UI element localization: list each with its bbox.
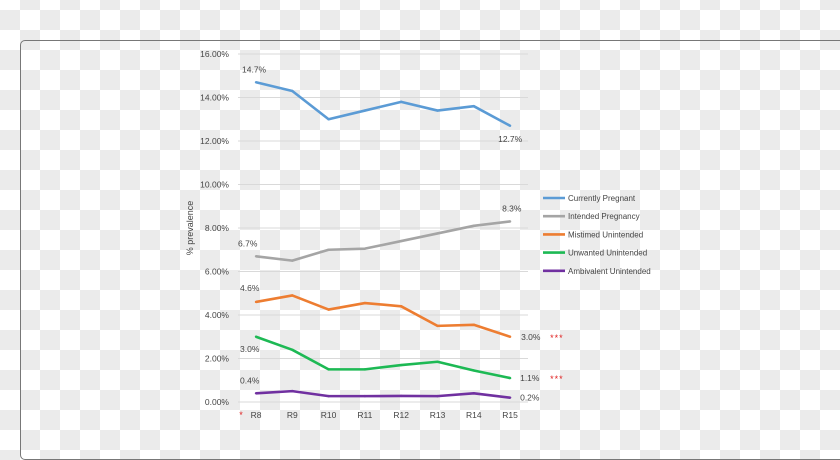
y-tick-label: 2.00% <box>205 354 230 364</box>
data-point <box>508 396 512 399</box>
series-line-4 <box>255 389 511 399</box>
data-label-first: 3.0% <box>240 344 260 354</box>
data-point <box>436 360 439 363</box>
data-point <box>472 323 475 326</box>
data-point <box>363 109 367 112</box>
data-point <box>327 248 330 251</box>
data-point <box>327 368 330 371</box>
data-point <box>400 363 403 367</box>
data-point <box>436 232 439 235</box>
series-line-3 <box>255 335 511 380</box>
y-axis-label: % prevalence <box>185 201 195 256</box>
x-tick-label: R13 <box>430 410 446 420</box>
data-label-first: 14.7% <box>242 64 267 74</box>
data-point <box>508 220 512 223</box>
data-point <box>400 394 403 398</box>
series-line-2 <box>255 294 511 338</box>
data-point <box>254 392 258 395</box>
x-tick-label: R9 <box>287 410 298 420</box>
data-point <box>436 109 439 112</box>
legend-label: Intended Pregnancy <box>568 212 640 221</box>
data-label-last: 3.0% <box>521 332 541 342</box>
data-label-last: 8.3% <box>502 203 522 213</box>
data-point <box>327 308 330 311</box>
y-tick-label: 4.00% <box>205 310 230 320</box>
data-point <box>400 100 403 104</box>
data-point <box>254 300 258 304</box>
data-point <box>363 394 367 398</box>
data-label-last: 1.1% <box>520 373 540 383</box>
data-point <box>400 305 403 308</box>
x-tick-label: R14 <box>466 410 482 420</box>
data-point <box>436 394 439 398</box>
data-label-first: 0.4% <box>240 375 260 385</box>
data-label-last: 0.2% <box>520 393 540 403</box>
data-point <box>327 118 330 121</box>
data-point <box>472 224 475 228</box>
data-label-first: 4.6% <box>240 283 260 293</box>
x-tick-label: R12 <box>393 410 409 420</box>
legend-label: Mistimed Unintended <box>568 230 643 239</box>
legend-label: Ambivalent Unintended <box>568 267 651 276</box>
x-tick-label: R8 <box>251 410 262 420</box>
data-point <box>254 255 258 258</box>
x-tick-label: R11 <box>357 410 372 420</box>
y-tick-label: 6.00% <box>205 267 230 277</box>
x-tick-label: R15 <box>502 410 518 420</box>
data-point <box>363 368 367 371</box>
series-line-1 <box>255 220 511 262</box>
data-point <box>291 294 294 297</box>
data-point <box>291 259 294 262</box>
legend-label: Currently Pregnant <box>568 194 636 203</box>
data-point <box>472 369 475 372</box>
data-point <box>327 394 330 398</box>
data-point <box>436 324 439 328</box>
significance-marker: *** <box>550 333 564 343</box>
y-tick-label: 14.00% <box>200 93 229 103</box>
significance-marker: *** <box>550 374 564 384</box>
y-tick-label: 12.00% <box>200 136 229 146</box>
data-point <box>472 105 475 108</box>
y-tick-label: 10.00% <box>200 180 229 190</box>
reference-marker: * <box>239 410 243 420</box>
data-point <box>472 392 475 395</box>
data-point <box>291 89 294 93</box>
data-point <box>363 247 367 250</box>
y-tick-label: 16.00% <box>200 49 229 59</box>
y-tick-label: 8.00% <box>205 223 230 233</box>
series-line-0 <box>255 81 511 127</box>
data-point <box>254 81 258 84</box>
data-point <box>508 376 512 380</box>
line-chart: 0.00% 2.00% 4.00% 6.00% 8.00% 10.00% 12.00% 14.… <box>185 49 651 420</box>
data-point <box>291 348 294 351</box>
data-point <box>508 335 512 338</box>
data-point <box>400 239 403 243</box>
data-label-first: 6.7% <box>238 238 258 248</box>
data-point <box>363 301 367 305</box>
data-point <box>508 124 512 127</box>
x-tick-label: R10 <box>321 410 337 420</box>
data-label-last: 12.7% <box>498 134 523 144</box>
data-point <box>291 389 294 393</box>
legend-label: Unwanted Unintended <box>568 249 647 258</box>
data-point <box>254 335 258 338</box>
y-tick-label: 0.00% <box>205 397 230 407</box>
